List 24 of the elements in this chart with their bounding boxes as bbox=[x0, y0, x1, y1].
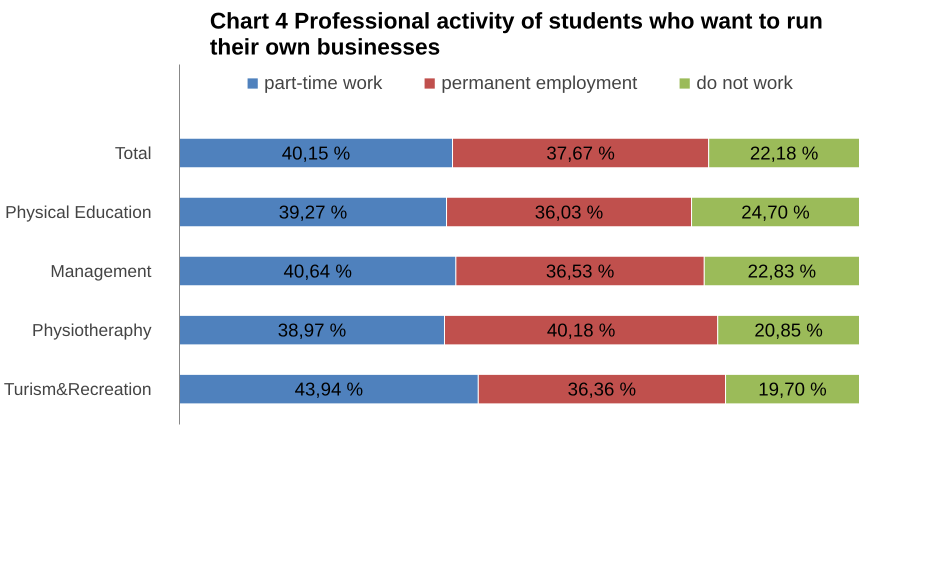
y-tick-label: Physical Education bbox=[5, 202, 152, 222]
data-label: 40,18 % bbox=[546, 320, 616, 341]
data-label: 40,15 % bbox=[282, 142, 350, 164]
y-tick-label: Total bbox=[114, 143, 152, 164]
legend-label: part-time work bbox=[264, 72, 382, 94]
data-label: 36,03 % bbox=[534, 202, 604, 223]
data-label: 20,85 % bbox=[754, 320, 823, 341]
data-label: 40,64 % bbox=[283, 260, 352, 282]
data-label: 19,70 % bbox=[758, 378, 827, 400]
y-tick-label: Physiotheraphy bbox=[32, 320, 152, 340]
data-label: 38,97 % bbox=[278, 320, 346, 341]
data-label: 37,67 % bbox=[546, 142, 615, 164]
legend-label: permanent employment bbox=[441, 72, 638, 94]
chart-title: Chart 4 Professional activity of students who want to run their own businesses bbox=[210, 8, 823, 60]
y-tick-label: Management bbox=[50, 261, 152, 282]
data-label: 22,18 % bbox=[750, 142, 818, 164]
data-label: 36,53 % bbox=[546, 260, 614, 282]
data-label: 36,36 % bbox=[568, 378, 636, 400]
legend-label: do not work bbox=[696, 72, 793, 94]
data-label: 43,94 % bbox=[294, 378, 364, 400]
y-tick-label: Turism&Recreation bbox=[4, 379, 152, 400]
data-label: 24,70 % bbox=[741, 202, 810, 223]
data-label: 22,83 % bbox=[748, 260, 816, 282]
data-label: 39,27 % bbox=[278, 202, 348, 223]
